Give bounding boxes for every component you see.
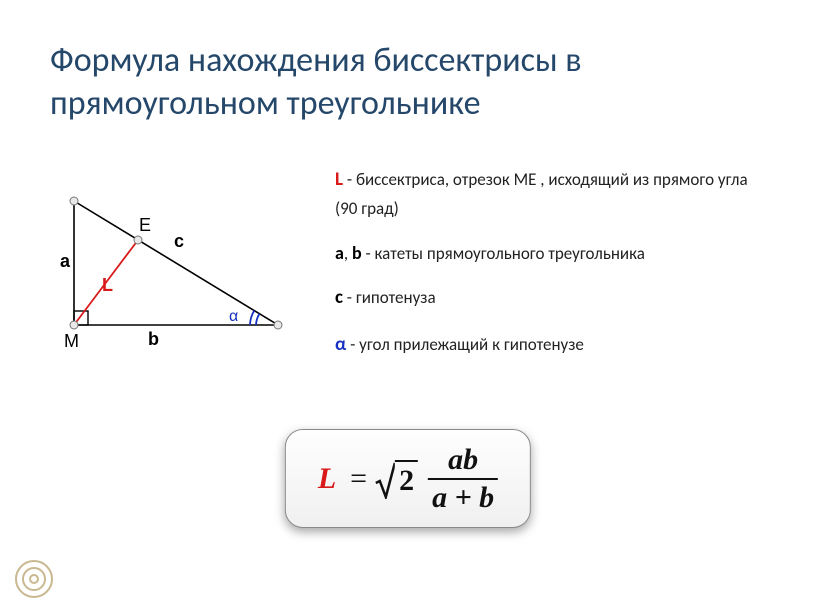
legend-sym-b: b xyxy=(352,242,362,264)
legend-sym-alpha: α xyxy=(335,333,346,356)
formula-fraction: ab a + b xyxy=(428,444,498,513)
legend-text-ab: - катеты прямоугольного треугольника xyxy=(362,243,645,264)
label-alpha: α xyxy=(229,308,238,325)
formula-radicand: 2 xyxy=(395,460,418,498)
label-E: E xyxy=(139,215,151,235)
slide: Формула нахождения биссектрисы в прямоуг… xyxy=(0,0,816,613)
legend-row-ab: a, b - катеты прямоугольного треугольник… xyxy=(335,239,766,268)
legend-sym-c: c xyxy=(335,286,343,309)
legend-sym-a: a xyxy=(335,242,344,264)
label-c: c xyxy=(174,231,184,251)
legend-row-alpha: α - угол прилежащий к гипотенузе xyxy=(335,330,766,360)
label-a: a xyxy=(60,251,71,271)
label-L: L xyxy=(102,275,113,295)
legend-row-L: L - биссектриса, отрезок ME , исходящий … xyxy=(335,165,766,223)
content-row: a b c L α E M L - биссектриса, отрезок M… xyxy=(50,165,766,376)
formula-eq: = xyxy=(350,462,367,496)
legend-text-c: - гипотенуза xyxy=(343,287,436,308)
label-M: M xyxy=(64,331,79,351)
page-title: Формула нахождения биссектрисы в прямоуг… xyxy=(50,40,766,125)
legend: L - биссектриса, отрезок ME , исходящий … xyxy=(335,165,766,376)
legend-text-L: - биссектриса, отрезок ME , исходящий из… xyxy=(335,169,748,219)
legend-sep-ab: , xyxy=(344,243,352,264)
formula-container: L = 2 ab a + b xyxy=(285,429,531,528)
formula-box: L = 2 ab a + b xyxy=(285,429,531,528)
legend-sym-L: L xyxy=(335,168,343,191)
legend-text-alpha: - угол прилежащий к гипотенузе xyxy=(346,334,584,355)
formula-denominator: a + b xyxy=(428,480,498,514)
radical-icon xyxy=(375,459,395,499)
formula-L: L xyxy=(318,462,336,496)
corner-decoration-icon xyxy=(8,553,60,605)
label-b: b xyxy=(148,329,159,349)
formula-numerator: ab xyxy=(444,444,482,478)
formula-root: 2 xyxy=(375,459,418,499)
legend-row-c: c - гипотенуза xyxy=(335,283,766,313)
triangle-diagram: a b c L α E M xyxy=(60,195,295,355)
